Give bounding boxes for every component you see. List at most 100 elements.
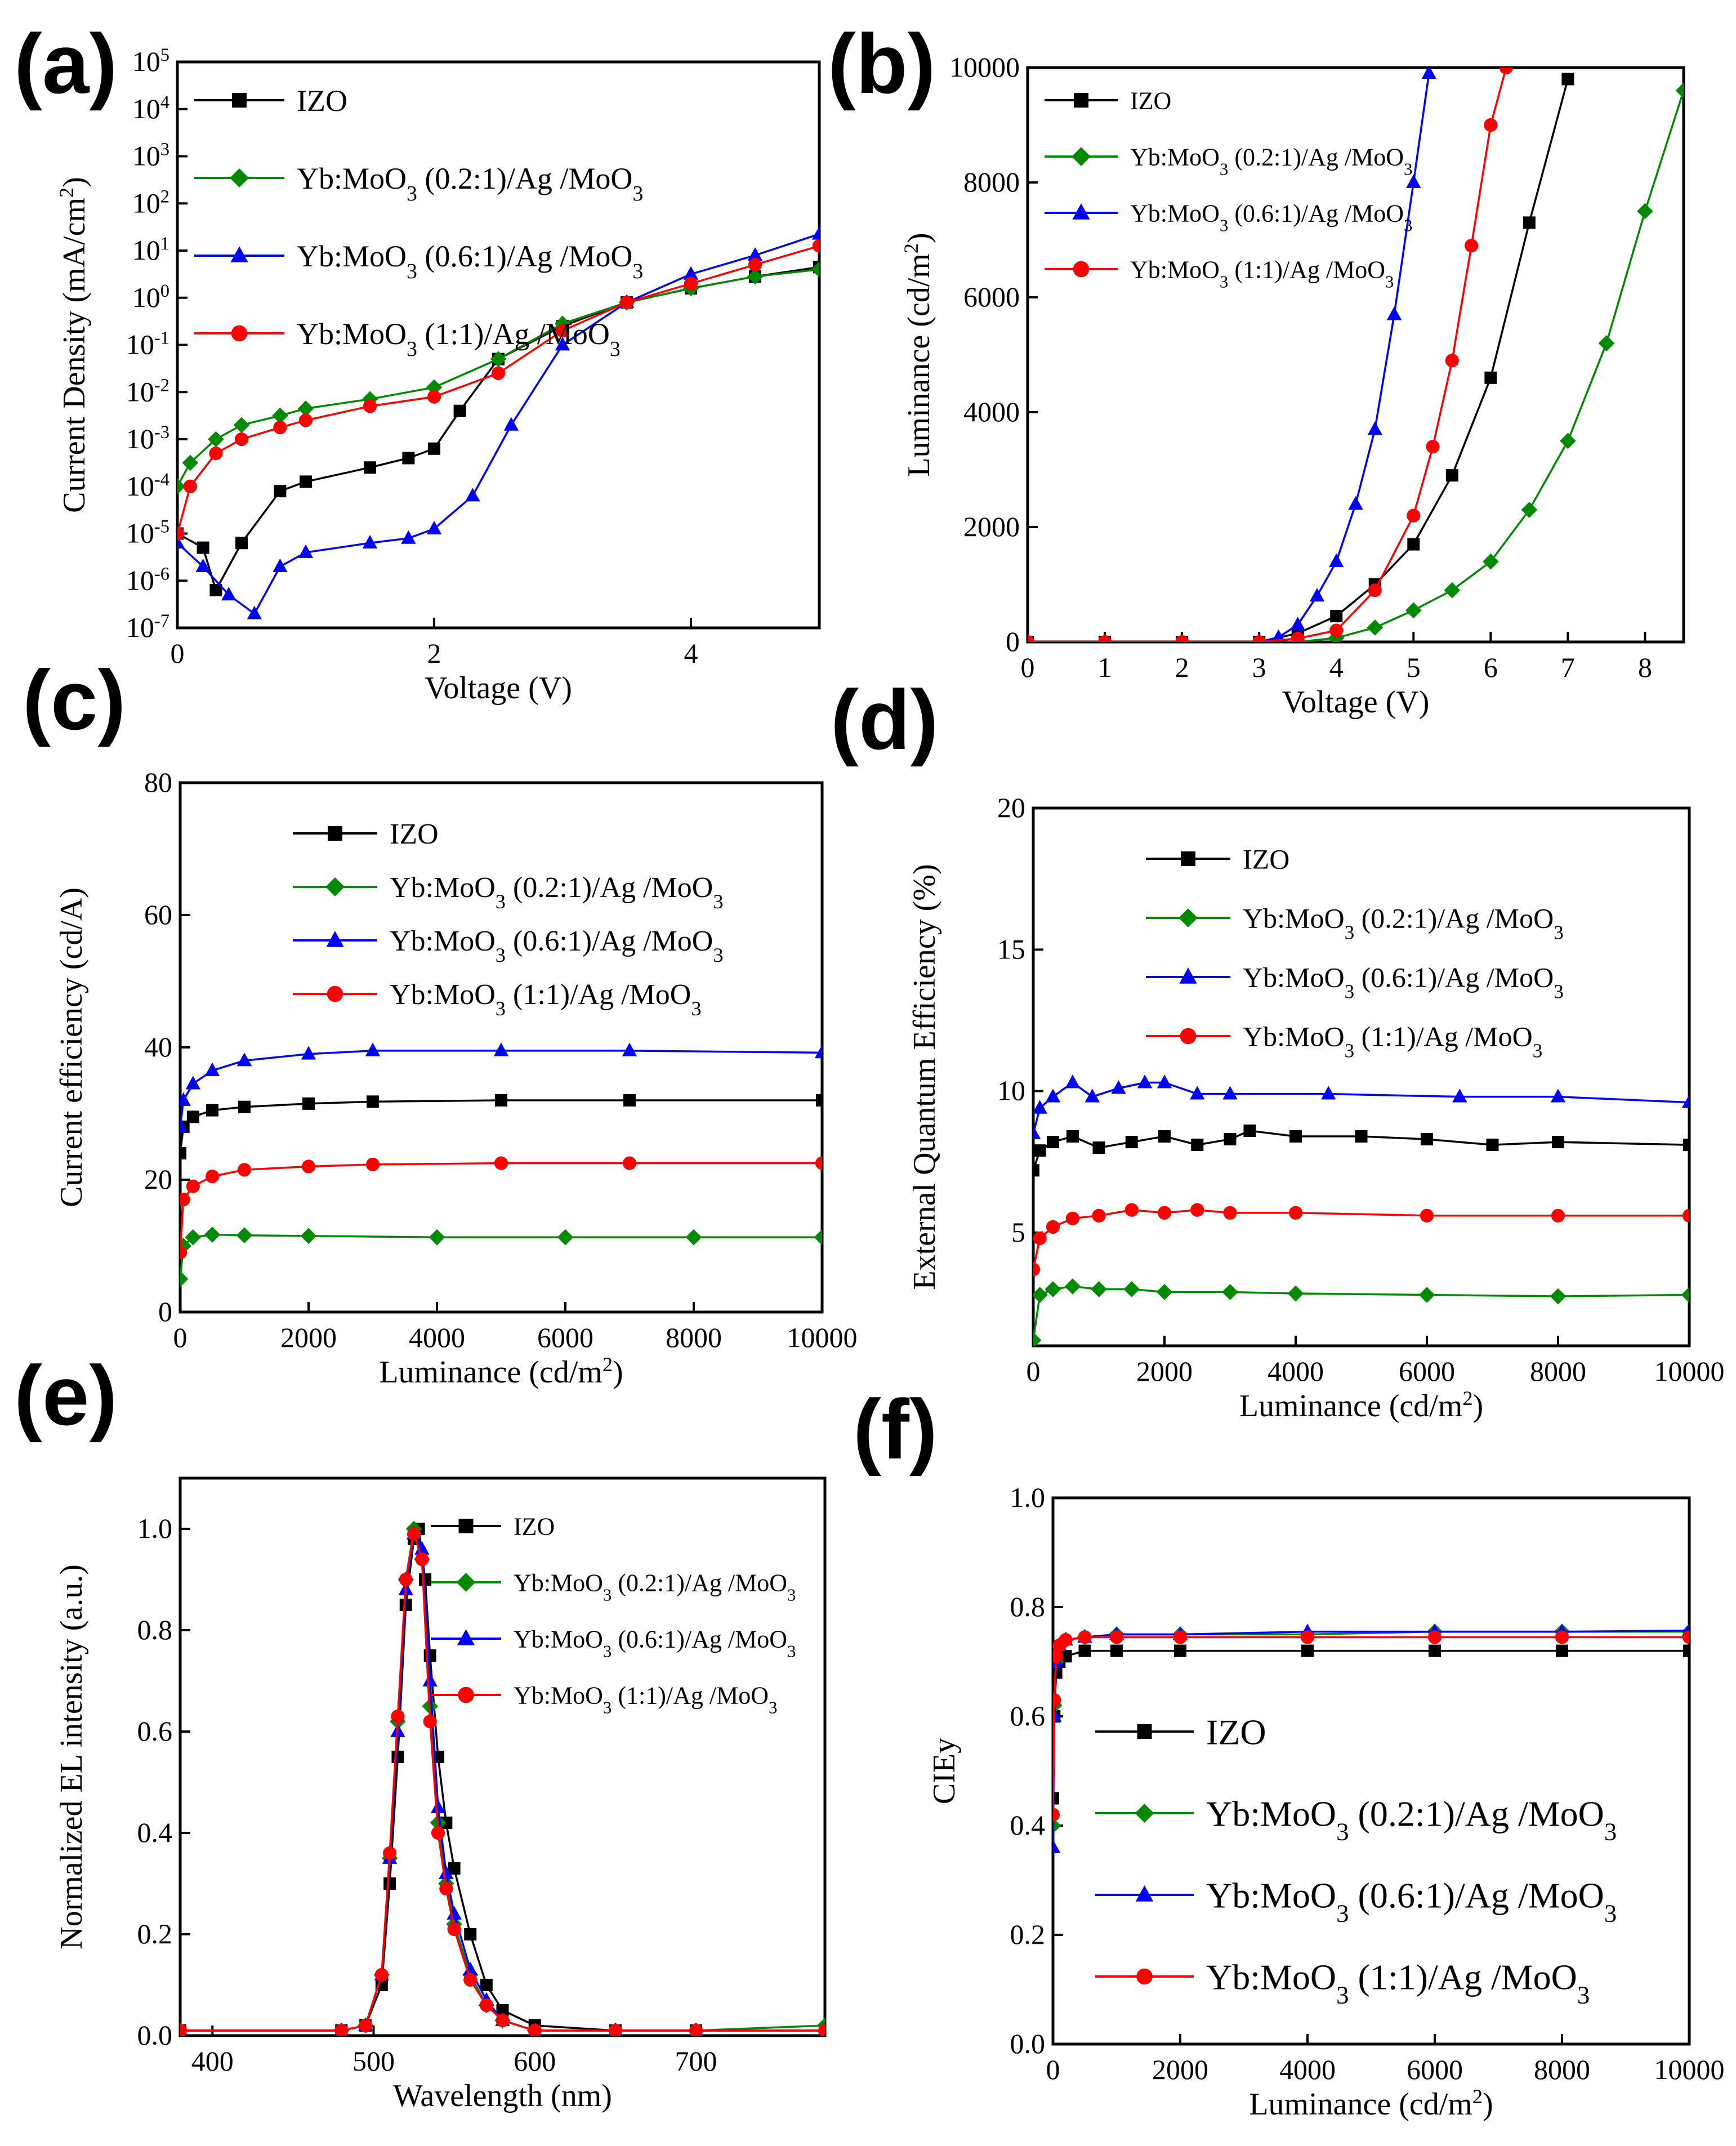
data-point [447, 1922, 461, 1937]
y-tick-label: 0 [158, 1296, 172, 1327]
series-0 [180, 1523, 825, 2036]
data-point [1033, 1164, 1039, 1177]
data-point [1222, 1284, 1238, 1300]
x-tick-label: 6 [1484, 652, 1498, 683]
data-point [1523, 216, 1536, 229]
legend-label: Yb:MoO3 (0.6:1)/Ag /MoO3 [1206, 1875, 1617, 1927]
data-point [1444, 582, 1461, 599]
data-point [1484, 371, 1497, 384]
data-point [1123, 1281, 1140, 1297]
legend-marker [1180, 1028, 1197, 1045]
panel-label: (e) [14, 1348, 117, 1443]
data-point [1550, 1088, 1566, 1103]
x-axis-title: Voltage (V) [425, 671, 572, 706]
x-axis-title: Luminance (cd/m2) [1239, 1387, 1483, 1424]
data-point [297, 400, 314, 417]
x-tick-label: 4 [684, 637, 698, 669]
series-2 [177, 226, 819, 619]
y-tick-label: 102 [132, 186, 169, 218]
data-point [1682, 1630, 1689, 1644]
data-point [1053, 1649, 1063, 1663]
x-tick-label: 4000 [1268, 1355, 1324, 1387]
y-tick-label: 105 [132, 45, 169, 77]
data-point [302, 1097, 315, 1110]
y-tick-label: 10-2 [126, 375, 169, 407]
series-1 [180, 1226, 822, 1287]
data-point [1065, 1074, 1081, 1088]
panel-label: (c) [23, 653, 126, 747]
panel-label: (d) [831, 672, 939, 767]
data-point [1059, 1633, 1073, 1647]
series-line [1033, 1130, 1689, 1171]
data-point [1157, 1074, 1172, 1088]
data-point [274, 485, 287, 498]
data-point [1078, 1630, 1092, 1644]
data-point [1598, 335, 1615, 351]
legend-label: Yb:MoO3 (1:1)/Ag /MoO3 [1206, 1957, 1590, 2009]
data-point [1289, 1130, 1302, 1143]
data-point [503, 417, 519, 431]
data-point [1321, 1086, 1336, 1100]
series-line [1028, 90, 1684, 642]
x-tick-label: 2 [1175, 652, 1189, 683]
data-point [1682, 1208, 1689, 1223]
data-point [1405, 602, 1422, 619]
data-point [247, 605, 262, 619]
data-point [448, 1862, 461, 1875]
data-point [362, 391, 378, 408]
series-line [180, 1533, 825, 2032]
series-2 [180, 1042, 822, 1132]
series-3 [1033, 1203, 1689, 1277]
legend-label: IZO [1206, 1712, 1266, 1752]
legend-marker [1072, 147, 1091, 166]
data-point [185, 1229, 202, 1246]
data-point [180, 1147, 186, 1159]
data-point [430, 1799, 446, 1813]
data-point [1521, 502, 1538, 518]
series-line [180, 1233, 822, 1279]
data-point [1156, 1284, 1173, 1300]
data-point [1421, 1133, 1433, 1146]
panel-label: (b) [828, 16, 936, 111]
y-tick-label: 10-4 [126, 470, 169, 502]
data-point [364, 461, 376, 474]
x-tick-label: 8000 [1530, 1355, 1586, 1387]
data-point [1407, 508, 1421, 523]
data-point [273, 558, 288, 573]
legend-marker [327, 985, 343, 1002]
data-point [300, 475, 312, 488]
x-tick-label: 4000 [409, 1322, 465, 1353]
data-point [1483, 553, 1499, 570]
data-point [365, 1042, 381, 1056]
data-point [205, 1170, 220, 1184]
data-point [422, 1672, 438, 1687]
data-point [180, 1270, 189, 1287]
legend-label: Yb:MoO3 (0.2:1)/Ag /MoO3 [1206, 1793, 1617, 1845]
x-tick-label: 0 [171, 637, 185, 669]
legend-label: Yb:MoO3 (0.6:1)/Ag /MoO3 [514, 1625, 796, 1661]
y-tick-label: 6000 [963, 281, 1020, 313]
data-point [1683, 1644, 1689, 1657]
data-point [1158, 1130, 1171, 1143]
data-point [1191, 1139, 1204, 1152]
y-tick-label: 5 [1011, 1216, 1025, 1248]
data-point [1190, 1203, 1204, 1217]
data-point [1222, 1086, 1238, 1100]
data-point [1053, 1839, 1061, 1853]
data-point [1330, 610, 1343, 623]
x-tick-label: 700 [675, 2045, 717, 2077]
series-line [180, 1531, 825, 2032]
data-point [182, 454, 199, 471]
legend-marker [458, 1519, 474, 1533]
y-tick-label: 8000 [963, 166, 1020, 198]
legend-label: Yb:MoO3 (1:1)/Ag /MoO3 [297, 317, 621, 361]
data-point [1053, 1708, 1062, 1722]
x-axis-title: Voltage (V) [1282, 685, 1430, 720]
data-point [391, 1709, 405, 1724]
legend-marker [328, 826, 342, 841]
data-point [208, 431, 224, 448]
data-point [1287, 1285, 1304, 1302]
data-point [1484, 118, 1498, 132]
legend-label: Yb:MoO3 (0.2:1)/Ag /MoO3 [1243, 903, 1564, 944]
y-tick-label: 0.2 [1010, 1919, 1046, 1950]
